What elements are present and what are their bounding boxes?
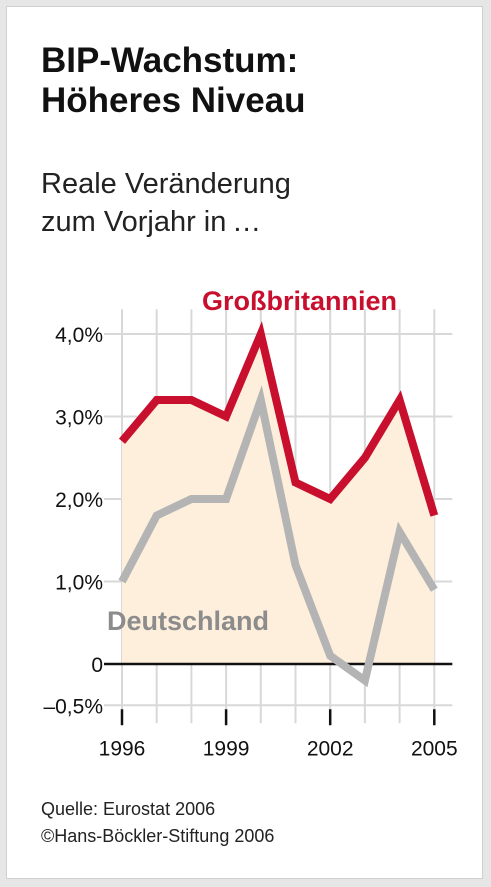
series-line-deutschland [118,385,438,688]
x-tick-label-1999: 1999 [203,737,250,760]
chart-subtitle: Reale Veränderung zum Vorjahr in … [41,165,461,241]
y-tick-label: –0,5% [43,695,103,718]
title-line-1: BIP-Wachstum: [41,41,299,80]
source-text: Quelle: Eurostat 2006 [41,799,216,819]
subtitle-line-2: zum Vorjahr in … [41,206,262,238]
y-tick-label: 1,0% [55,572,103,595]
y-tick-label: 4,0% [55,324,103,347]
copyright-text: ©Hans-Böckler-Stiftung 2006 [41,826,275,846]
x-tick-label-2005: 2005 [411,737,458,760]
x-tick-label-2002: 2002 [307,737,354,760]
title-line-2: Höheres Niveau [41,81,306,120]
x-axis-tick-labels: 1996 1999 2002 2005 [99,737,458,760]
source-note: Quelle: Eurostat 2006 ©Hans-Böckler-Stif… [41,796,274,850]
chart-card: BIP-Wachstum: Höheres Niveau Reale Verän… [6,6,483,879]
chart-title: BIP-Wachstum: Höheres Niveau [41,41,461,121]
y-axis-tick-labels: 4,0% 3,0% 2,0% 1,0% 0 –0,5% [43,324,103,718]
series-label-grossbritannien: Großbritannien [202,286,397,316]
x-tick-label-1996: 1996 [99,737,146,760]
series-label-deutschland: Deutschland [107,606,269,636]
x-axis-ticks [120,709,436,726]
y-tick-label: 0 [91,654,103,677]
series-line-grossbritannien [118,321,439,517]
series-lines [118,321,439,688]
y-tick-label: 2,0% [55,489,103,512]
subtitle-line-1: Reale Veränderung [41,168,291,200]
y-tick-label: 3,0% [55,407,103,430]
line-chart: 4,0%3,0%2,0%1,0%0–0,5% 1996 1999 2002 2005 … [43,286,458,760]
